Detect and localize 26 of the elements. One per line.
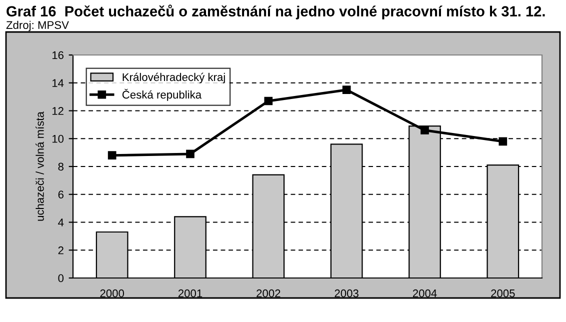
y-tick-label: 14 — [52, 79, 64, 87]
x-tick-label: 2003 — [334, 289, 358, 298]
point — [108, 151, 116, 160]
text: Zdroj: MPSV — [6, 20, 69, 32]
y-tick-label: 2 — [58, 246, 64, 254]
x-tick-label: 2001 — [178, 289, 202, 298]
point — [186, 150, 194, 158]
y-tick-label: 10 — [52, 134, 64, 143]
point — [264, 96, 273, 106]
y-axis-title: uchazeči / volná místa — [36, 112, 44, 221]
point — [420, 126, 429, 134]
y-tick-label: 16 — [52, 51, 64, 60]
x-tick-label: 2004 — [412, 289, 437, 298]
point — [498, 137, 508, 146]
x-tick-label: 2002 — [256, 289, 280, 298]
chart-title: Graf 16 Počet uchazečů o zaměstnání na jedno volné pracovní místo k 31. 12. — [6, 4, 545, 20]
legend-label: Královéhradecký kraj — [122, 72, 225, 84]
y-tick-label: 8 — [58, 162, 64, 171]
y-tick-label: 6 — [58, 190, 64, 199]
y-tick-label: 4 — [58, 218, 64, 226]
x-tick-label: 2000 — [100, 289, 124, 298]
legend-label: Česká republika — [122, 88, 202, 101]
y-tick-label: 0 — [58, 274, 64, 282]
point — [342, 86, 351, 94]
x-tick-label: 2005 — [491, 289, 515, 298]
y-tick-label: 12 — [52, 107, 64, 115]
